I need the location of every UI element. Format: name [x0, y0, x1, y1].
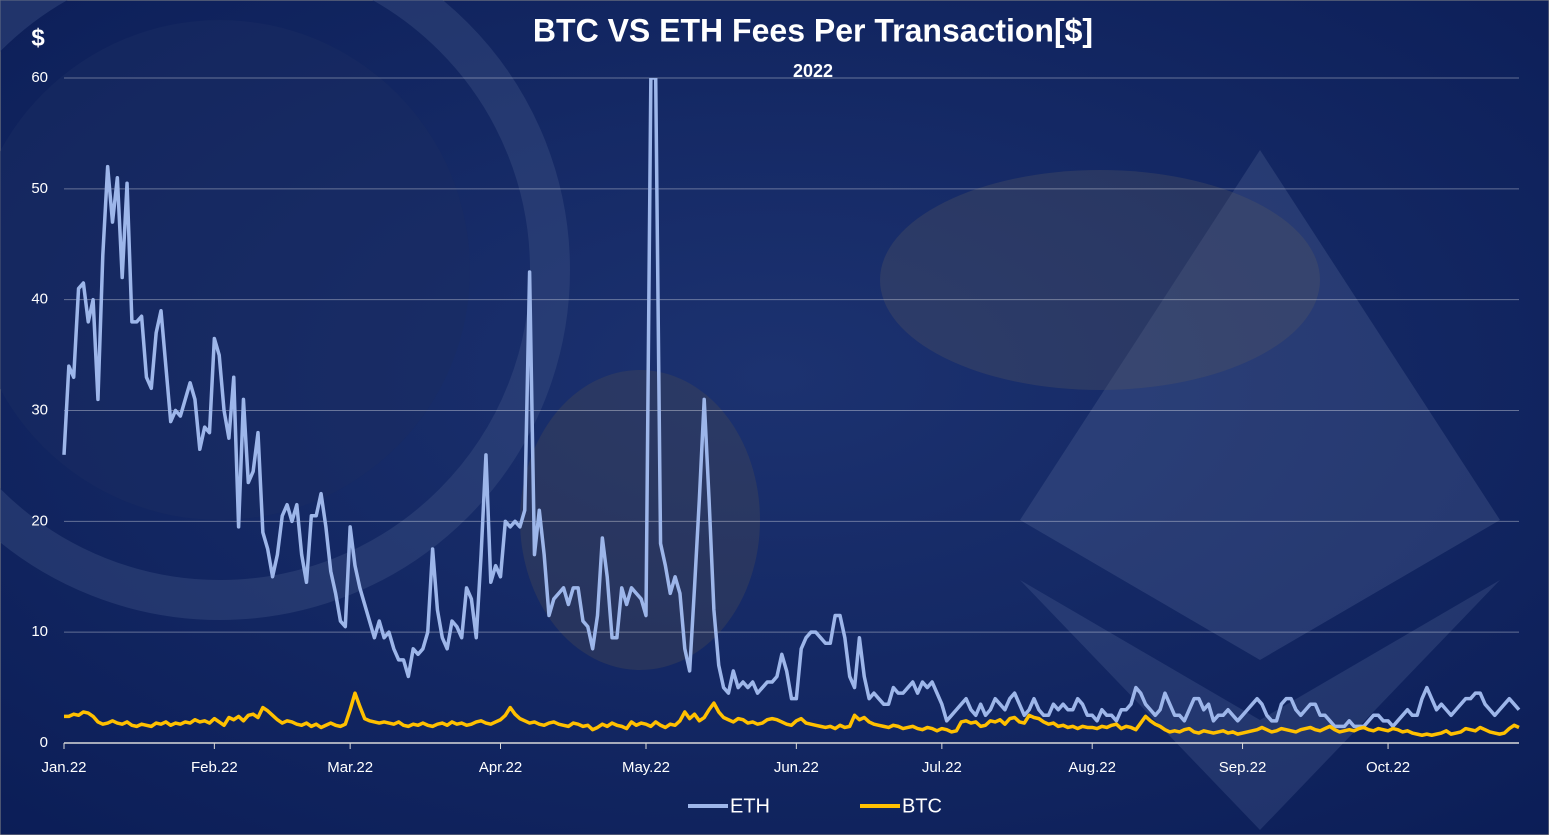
chart-title: BTC VS ETH Fees Per Transaction[$]: [533, 12, 1093, 48]
legend-label: BTC: [902, 795, 942, 817]
x-tick-label: Mar.22: [327, 759, 373, 776]
coin-decoration: [0, 20, 470, 520]
x-tick-label: Aug.22: [1068, 759, 1116, 776]
x-tick-label: Sep.22: [1219, 759, 1267, 776]
y-axis-label: $: [31, 24, 45, 51]
x-tick-label: May.22: [622, 759, 670, 776]
x-tick-label: Apr.22: [479, 759, 522, 776]
y-tick-label: 50: [31, 180, 48, 197]
eth-decoration: [1020, 150, 1500, 660]
splash-decoration: [520, 370, 760, 670]
y-tick-label: 40: [31, 291, 48, 308]
x-tick-label: Oct.22: [1366, 759, 1410, 776]
eth-decoration: [1020, 580, 1500, 830]
series-line: [64, 691, 1520, 737]
y-tick-label: 30: [31, 401, 48, 418]
x-tick-label: Feb.22: [191, 759, 238, 776]
x-tick-label: Jan.22: [41, 759, 86, 776]
y-tick-label: 20: [31, 512, 48, 529]
series-line: [62, 78, 1521, 729]
x-tick-label: Jun.22: [774, 759, 819, 776]
splash-decoration: [880, 170, 1320, 390]
y-tick-label: 0: [40, 734, 48, 751]
y-tick-label: 60: [31, 69, 48, 86]
coin-decoration: [0, 0, 570, 620]
legend-label: ETH: [730, 795, 770, 817]
chart-subtitle: 2022: [793, 61, 833, 81]
y-tick-label: 10: [31, 623, 48, 640]
x-tick-label: Jul.22: [922, 759, 962, 776]
